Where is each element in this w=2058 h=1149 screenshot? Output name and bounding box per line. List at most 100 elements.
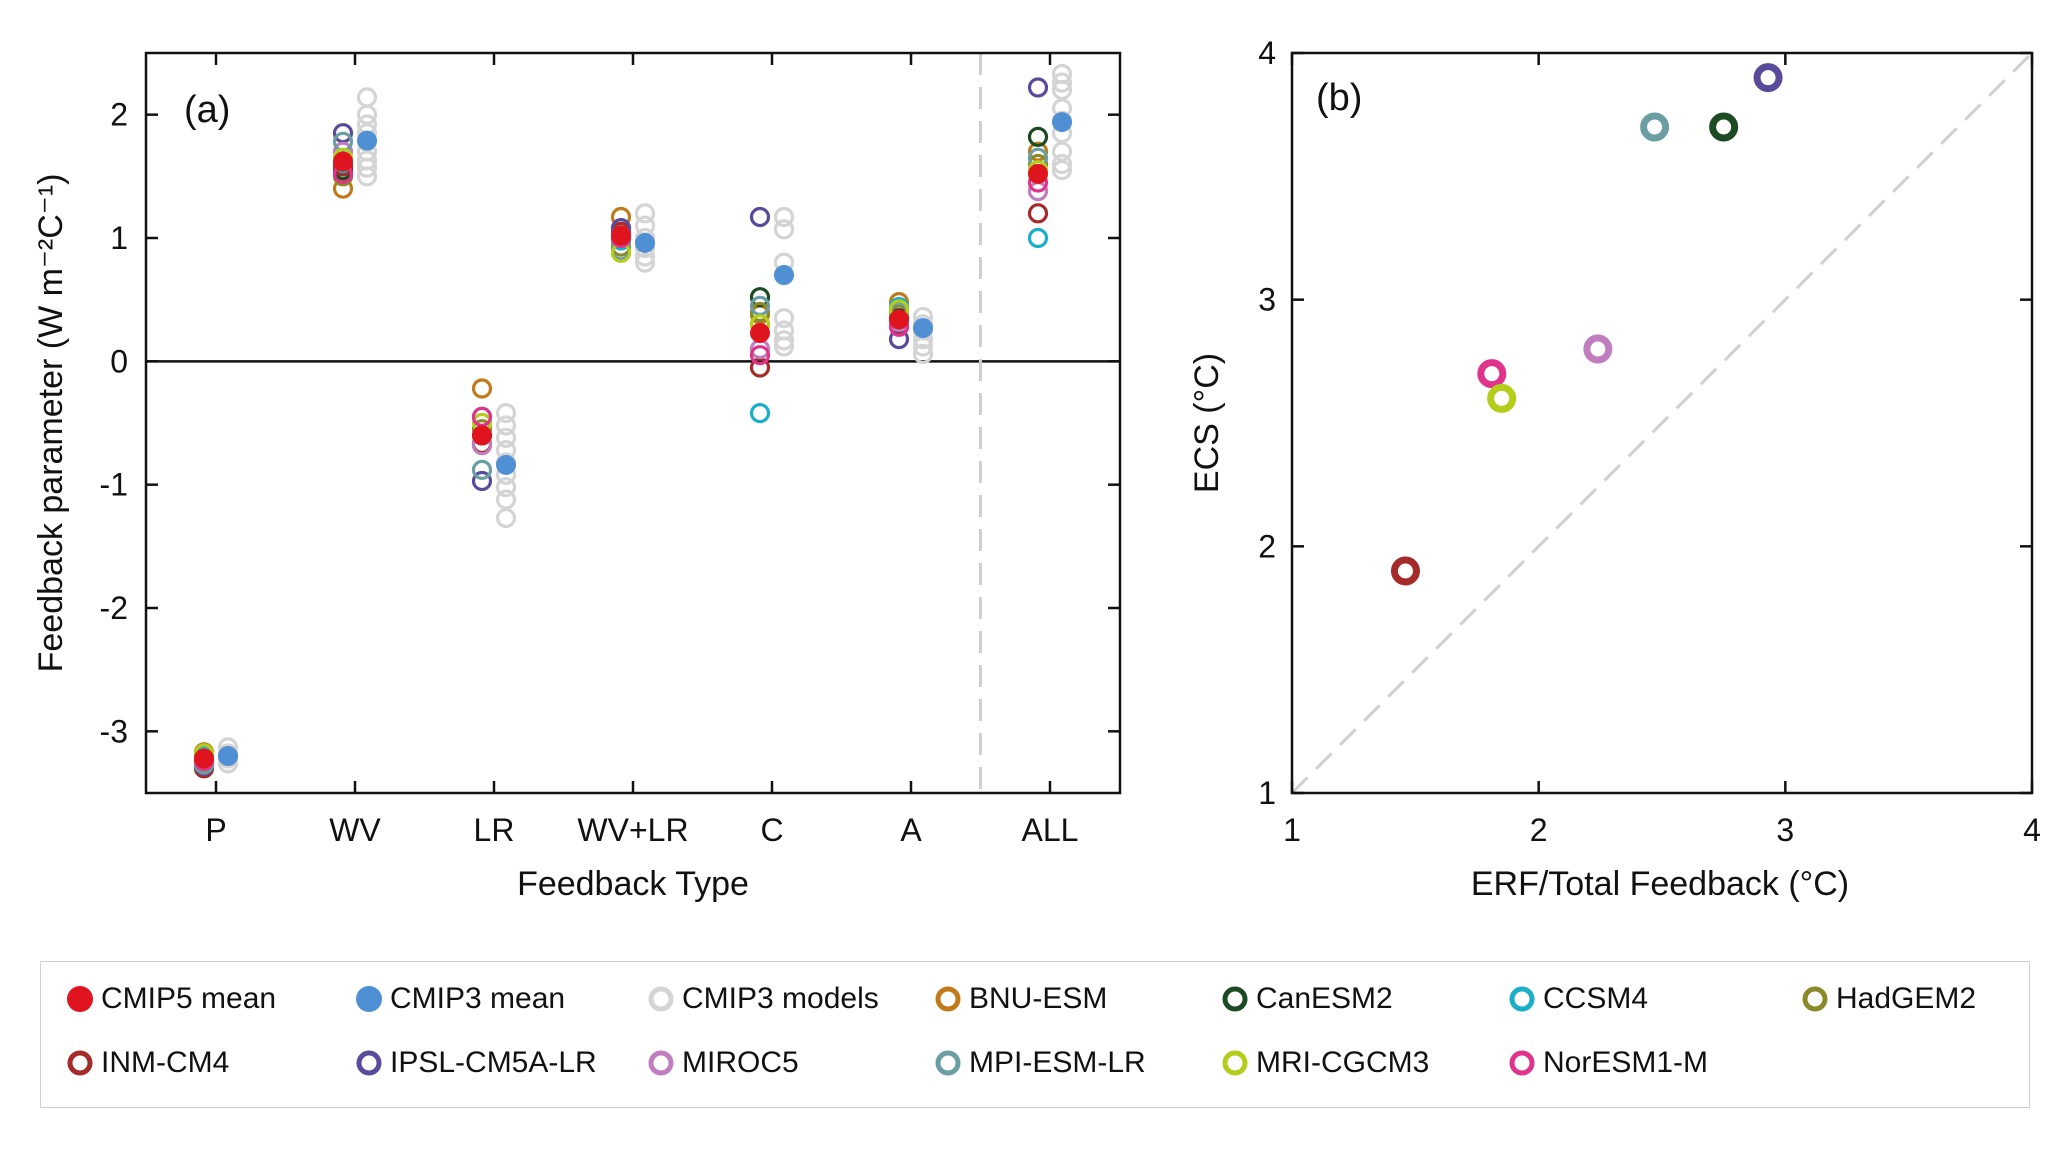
cmip5-mean-point: [333, 151, 353, 172]
legend-marker: [648, 1050, 674, 1076]
legend-item-ccsm4: CCSM4: [1507, 981, 1648, 1017]
cmip3-model-point: [1051, 153, 1073, 175]
cmip3-model-point: [356, 87, 378, 108]
point-noresm1-m: [749, 345, 771, 366]
legend-item-cmip3-models: CMIP3 models: [646, 981, 879, 1017]
point-inm-cm4: [1390, 556, 1420, 586]
y-tick-label: 2: [110, 97, 128, 133]
x-tick-label-c: C: [760, 812, 783, 848]
point-canesm2: [1709, 112, 1739, 142]
x-tick-label: 1: [1283, 812, 1301, 848]
point-miroc5: [1583, 334, 1613, 364]
x-tick-label-lr: LR: [474, 812, 515, 848]
legend-marker-shape: [1509, 1050, 1535, 1076]
legend-label: MIROC5: [682, 1046, 799, 1079]
legend-marker-shape: [1802, 986, 1828, 1012]
panel-b-ylabel: ECS (°C): [1188, 353, 1226, 493]
cmip3-mean-point: [218, 746, 238, 766]
legend-marker-shape: [67, 1050, 93, 1076]
legend-label: HadGEM2: [1836, 982, 1977, 1015]
legend-marker-shape: [1509, 986, 1535, 1012]
panel-b-label: (b): [1316, 77, 1362, 119]
cmip3-model-point: [773, 308, 795, 329]
cmip3-mean-point: [774, 265, 794, 285]
one-to-one-line: [1290, 51, 2034, 795]
x-tick-label-p: P: [205, 812, 226, 848]
cmip5-mean-point: [472, 425, 492, 446]
cmip5-mean-point: [889, 309, 909, 330]
legend-label: MRI-CGCM3: [1256, 1046, 1430, 1079]
legend-item-ipsl-cm5a-lr: IPSL-CM5A-LR: [354, 1045, 597, 1081]
legend-marker-shape: [935, 1050, 961, 1076]
legend-marker: [1222, 986, 1248, 1012]
legend-marker: [1802, 986, 1828, 1012]
legend-item-inm-cm4: INM-CM4: [65, 1045, 229, 1081]
cmip3-model-point: [634, 203, 656, 224]
legend-marker: [1509, 1050, 1535, 1076]
cmip3-model-point: [356, 157, 378, 178]
cmip5-mean-point: [1028, 163, 1048, 184]
cmip3-model-point: [773, 336, 795, 357]
x-tick-label: 3: [1776, 812, 1794, 848]
cmip3-model-point: [1051, 160, 1073, 181]
legend-label: INM-CM4: [101, 1046, 230, 1079]
y-tick-label: 3: [1258, 282, 1276, 318]
point-ipsl-cm5a-lr: [1753, 63, 1783, 93]
point-canesm2: [749, 287, 771, 308]
cmip3-mean-point: [1052, 112, 1072, 133]
legend-item-miroc5: MIROC5: [646, 1045, 799, 1081]
y-tick-label: -1: [100, 467, 128, 503]
y-tick-label: 1: [110, 220, 128, 256]
panel-b: 1 2 3 4 1 2 3 4 (b) ERF/Total Feedback (°C) ECS…: [1188, 35, 2041, 903]
legend-marker: [935, 986, 961, 1012]
y-tick-label: -2: [100, 590, 128, 626]
point-mpi-esm-lr: [1640, 112, 1670, 142]
y-tick-label: -3: [100, 713, 128, 749]
cmip3-mean-point: [357, 130, 377, 151]
legend-label: IPSL-CM5A-LR: [390, 1046, 597, 1079]
y-tick-label: 0: [110, 343, 128, 379]
legend-item-bnu-esm: BNU-ESM: [933, 981, 1107, 1017]
point-mpi-esm-lr: [471, 459, 493, 480]
cmip3-model-point: [495, 427, 517, 448]
legend: CMIP5 mean CMIP3 mean CMIP3 models BNU-ESM C…: [40, 961, 2030, 1108]
point-ipsl-cm5a-lr: [749, 206, 771, 228]
point-ipsl-cm5a-lr: [471, 470, 493, 492]
cmip3-mean-point: [496, 454, 516, 475]
legend-marker: [67, 986, 93, 1012]
cmip3-model-point: [773, 206, 795, 228]
panel-b-xlabel: ERF/Total Feedback (°C): [1471, 865, 1849, 903]
panel-a-frame: [144, 51, 1122, 795]
point-hadgem2: [749, 301, 771, 323]
cmip5-mean-point: [750, 322, 770, 343]
cmip3-model-point: [1051, 72, 1073, 93]
cmip3-model-point: [912, 343, 934, 365]
point-noresm1-m: [1477, 359, 1507, 389]
legend-marker-shape: [648, 1050, 674, 1076]
cmip3-model-point: [356, 166, 378, 187]
legend-label: CMIP3 models: [682, 982, 879, 1015]
legend-marker-shape: [356, 986, 382, 1012]
legend-label: BNU-ESM: [969, 982, 1108, 1015]
legend-marker-shape: [935, 986, 961, 1012]
legend-marker: [1222, 1050, 1248, 1076]
cmip3-model-point: [495, 489, 517, 510]
legend-item-canesm2: CanESM2: [1220, 981, 1393, 1017]
legend-label: NorESM1-M: [1543, 1046, 1709, 1079]
y-tick-label: 4: [1258, 35, 1276, 71]
cmip3-model-point: [773, 330, 795, 351]
point-mri-cgcm3: [1487, 383, 1517, 413]
legend-marker-shape: [1222, 1050, 1248, 1076]
x-tick-label-all: ALL: [1022, 812, 1079, 848]
legend-marker: [356, 1050, 382, 1076]
point-inm-cm4: [1027, 203, 1049, 224]
cmip3-model-point: [634, 252, 656, 273]
point-bnu-esm: [471, 378, 493, 399]
legend-item-hadgem2: HadGEM2: [1800, 981, 1976, 1017]
cmip3-model-point: [495, 403, 517, 424]
legend-marker: [1509, 986, 1535, 1012]
legend-label: CMIP3 mean: [390, 982, 566, 1015]
cmip5-mean-point: [194, 748, 214, 769]
legend-marker-shape: [356, 1050, 382, 1076]
